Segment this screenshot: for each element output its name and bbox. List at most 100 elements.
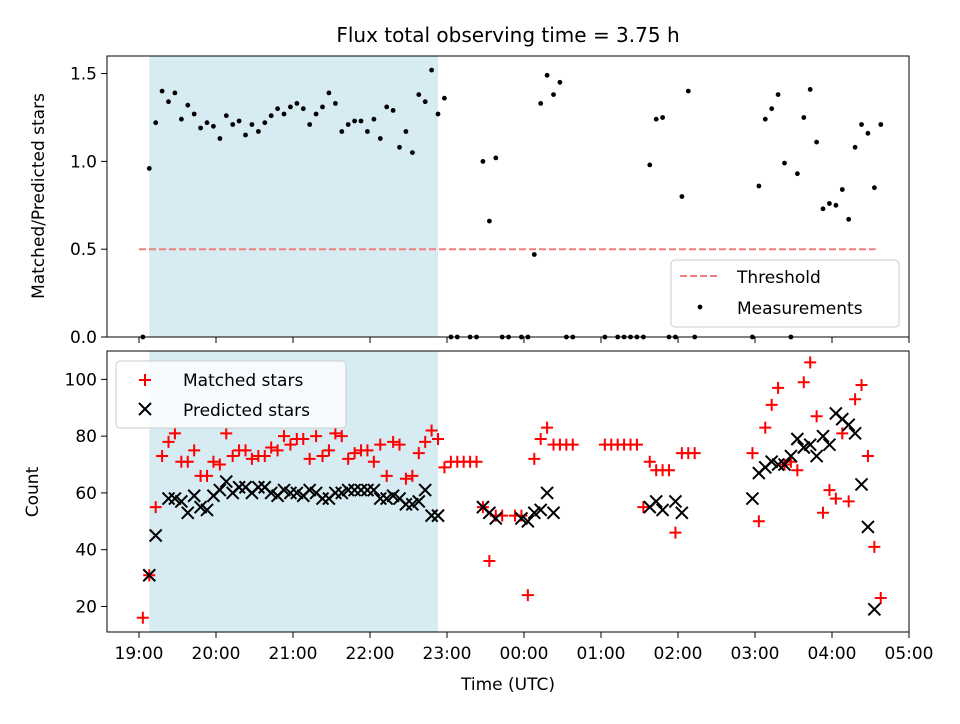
measurement-point (256, 129, 261, 134)
measurement-point (685, 88, 691, 94)
matched-star-point (316, 450, 329, 463)
ratio-y-axis-label: Matched/Predicted stars (29, 93, 49, 299)
measurement-point (775, 92, 781, 97)
predicted-star-point (784, 449, 798, 463)
matched-star-point (162, 435, 175, 448)
count-y-axis-label: Count (23, 466, 43, 517)
matched-star-point (136, 611, 149, 624)
ratio-x-ticks (138, 337, 910, 343)
ratio-y-tick-label: 1.0 (70, 152, 97, 172)
legend-predicted-swatch (138, 402, 152, 416)
matched-star-point (220, 427, 233, 440)
measurement-point (345, 122, 351, 127)
matched-star-point (335, 430, 348, 443)
matched-star-point (361, 444, 374, 457)
matched-star-point (534, 432, 547, 445)
matched-star-point (438, 461, 451, 474)
predicted-star-point (854, 477, 869, 492)
measurement-point (827, 201, 832, 206)
matched-star-point (541, 421, 554, 434)
measurement-point (236, 118, 242, 124)
matched-star-point (393, 438, 406, 451)
measurement-point (531, 252, 537, 257)
predicted-star-point (489, 511, 503, 526)
measurement-point (839, 187, 845, 192)
measurement-point (198, 125, 204, 131)
ratio-y-tick-label: 1.5 (70, 65, 97, 85)
x-tick-label: 05:00 (885, 644, 934, 664)
matched-star-point (310, 430, 323, 443)
measurement-point (410, 150, 415, 156)
measurement-point (365, 129, 370, 134)
predicted-star-point (546, 506, 561, 520)
ratio-panel-frame (106, 55, 910, 338)
legend-matched-swatch (139, 374, 151, 386)
measurement-point (493, 155, 499, 161)
predicted-star-point (360, 483, 375, 497)
measurement-points (140, 67, 884, 340)
measurement-point (557, 79, 563, 85)
measurement-point (679, 194, 685, 199)
predicted-star-point (412, 494, 426, 509)
measurement-point (403, 129, 409, 134)
matched-star-point (810, 410, 823, 423)
legend-predicted-label: Predicted stars (183, 401, 310, 421)
matched-star-point (829, 492, 842, 505)
measurement-point (660, 115, 665, 120)
observing-window-shade-top (149, 56, 439, 337)
matched-star-point (271, 444, 284, 457)
predicted-star-point (418, 483, 432, 497)
measurement-point (185, 102, 191, 108)
matched-star-point (868, 540, 881, 553)
matched-star-point (239, 444, 252, 457)
measurement-point (281, 111, 287, 117)
chart-title: Flux total observing time = 3.75 h (336, 23, 679, 47)
predicted-star-point (399, 497, 413, 511)
measurement-point (358, 118, 364, 124)
measurement-point (243, 132, 248, 138)
predicted-star-point (668, 494, 683, 509)
matched-star-point (528, 452, 541, 465)
predicted-star-point (187, 489, 201, 503)
measurement-point (820, 206, 826, 212)
measurement-point (275, 106, 280, 112)
measurement-point (756, 183, 762, 189)
matched-star-point (861, 450, 874, 463)
matched-star-point (470, 455, 483, 468)
predicted-star-point (816, 429, 830, 443)
matched-star-point (765, 398, 778, 411)
measurement-point (146, 166, 152, 171)
matched-star-point (265, 441, 278, 454)
measurement-point (223, 113, 229, 119)
matched-star-point (297, 432, 310, 445)
count-y-ticks: 20 40 60 80 100 (65, 370, 107, 617)
predicted-star-point (803, 437, 817, 452)
x-tick-label: 20:00 (192, 644, 241, 664)
measurement-point (352, 118, 357, 124)
measurement-point (191, 111, 197, 117)
legend-matched-label: Matched stars (183, 371, 303, 391)
matched-star-point (278, 430, 291, 443)
x-tick-label: 02:00 (654, 644, 703, 664)
measurement-point (153, 120, 159, 126)
measurement-point (204, 120, 210, 126)
predicted-star-point (424, 508, 439, 523)
predicted-star-point (148, 528, 163, 543)
matched-star-point (329, 427, 342, 440)
matched-star-point (284, 438, 297, 451)
measurement-point (249, 122, 255, 127)
matched-star-point (643, 455, 656, 468)
ratio-legend: Threshold Measurements (670, 259, 900, 328)
predicted-star-point (347, 483, 362, 497)
matched-star-point (226, 450, 239, 463)
matched-star-point (303, 452, 316, 465)
predicted-star-point (841, 418, 856, 432)
measurement-point (442, 95, 447, 101)
matched-star-point (380, 469, 393, 482)
measurement-point (166, 99, 171, 105)
predicted-star-point (328, 486, 343, 500)
matched-star-point (804, 356, 817, 369)
matched-star-point (406, 469, 419, 482)
